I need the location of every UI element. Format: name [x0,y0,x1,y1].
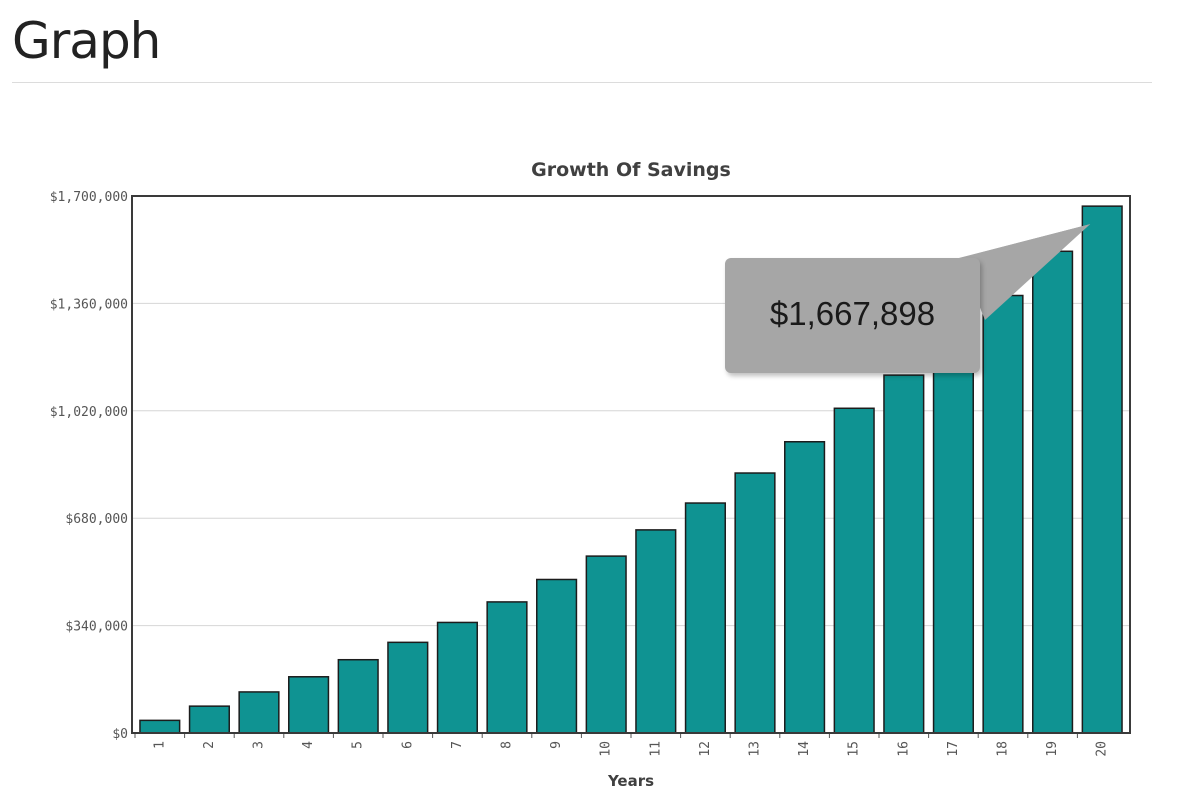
y-tick-label: $0 [112,727,128,742]
bar [585,555,627,734]
bar-tooltip: $1,667,898 [725,258,980,373]
bar [1032,250,1074,734]
x-tick-label: 8 [500,741,515,749]
bar [734,472,776,734]
x-tick-label: 4 [301,741,316,749]
x-tick-label: 12 [698,741,713,757]
bar [883,374,925,734]
x-tick-label: 2 [202,741,217,749]
bar [486,601,528,734]
y-tick-label: $1,020,000 [50,405,128,420]
x-tick-label: 19 [1045,741,1060,757]
x-tick-label: 14 [797,741,812,757]
x-tick-label: 11 [648,741,663,757]
x-tick-label: 17 [946,741,961,757]
plot-area-border [131,195,1131,734]
bar [288,676,330,734]
y-tick-label: $340,000 [65,620,128,635]
bar [1081,205,1123,734]
bar [536,578,578,734]
page-title: Graph [12,12,161,70]
x-tick-label: 13 [748,741,763,757]
x-tick-label: 18 [996,741,1011,757]
tooltip-pointer [960,224,1091,320]
x-tick-label: 10 [599,741,614,757]
bar [784,441,826,734]
heading-divider [12,82,1152,83]
y-tick-label: $1,700,000 [50,190,128,205]
y-tick-label: $680,000 [65,512,128,527]
x-tick-label: 9 [549,741,564,749]
x-tick-label: 5 [351,741,366,749]
x-axis-label: Years [607,772,654,790]
x-tick-label: 15 [847,741,862,757]
x-tick-label: 16 [896,741,911,757]
bar [833,407,875,734]
bar [684,502,726,734]
x-tick-label: 20 [1095,741,1110,757]
x-tick-label: 1 [152,741,167,749]
bar [436,621,478,734]
bar [387,641,429,734]
bar [635,529,677,734]
bar [982,294,1024,734]
chart-title: Growth Of Savings [531,159,731,181]
bar [188,705,230,734]
x-tick-label: 6 [400,741,415,749]
x-tick-label: 7 [450,741,465,749]
bar [932,334,974,734]
bar [238,691,280,734]
x-tick-label: 3 [252,741,267,749]
tooltip-value: $1,667,898 [769,295,936,332]
bar [139,719,181,734]
bar [337,658,379,734]
y-tick-label: $1,360,000 [50,297,128,312]
